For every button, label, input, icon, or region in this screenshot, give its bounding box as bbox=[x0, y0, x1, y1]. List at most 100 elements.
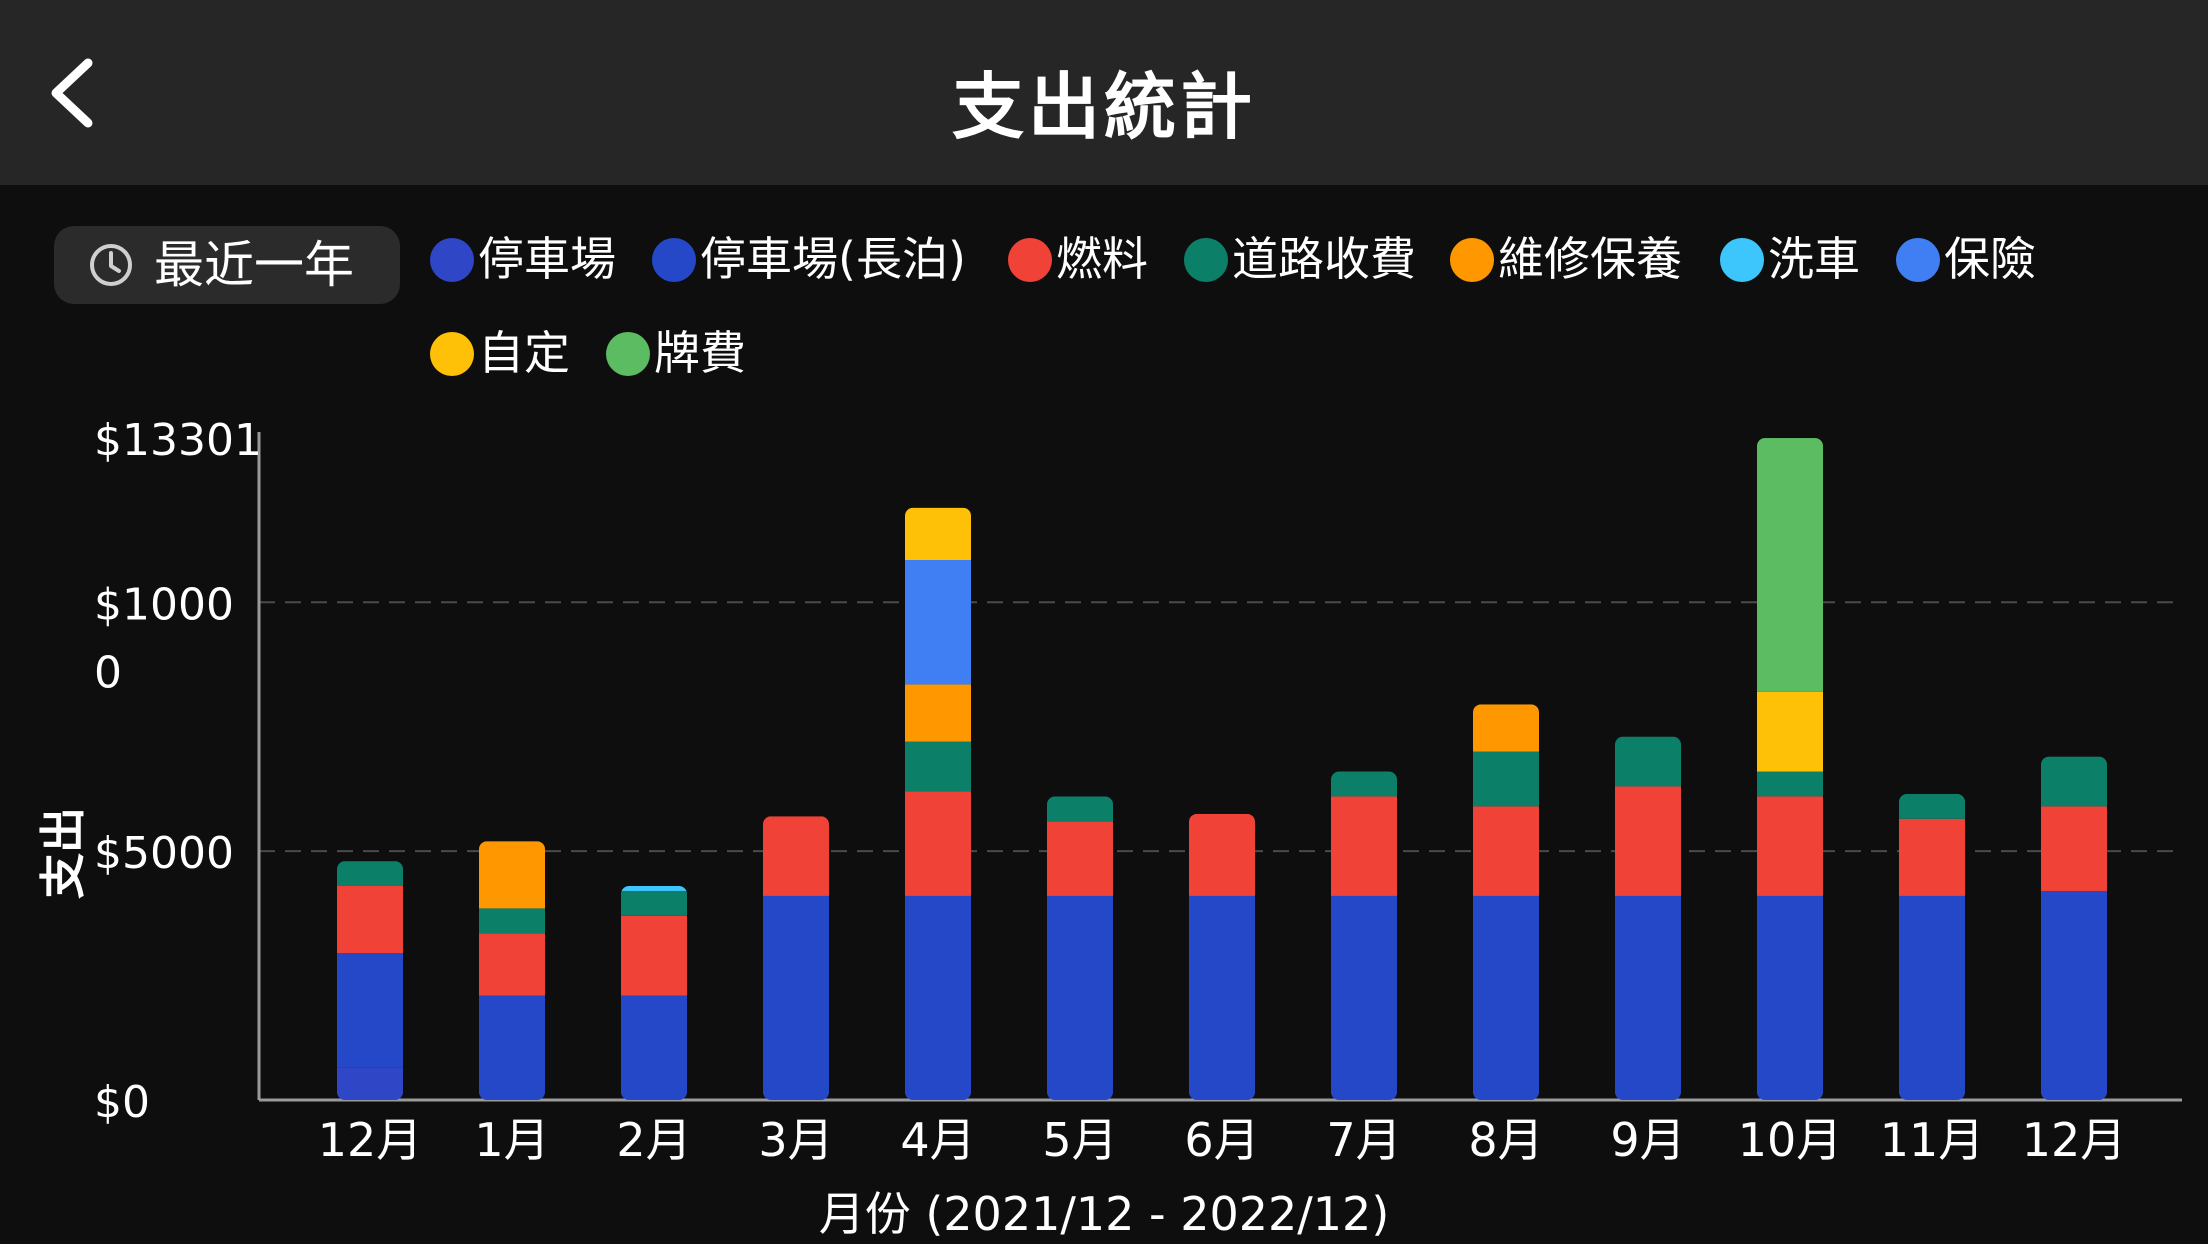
bar-segment bbox=[2041, 806, 2107, 891]
legend-color-dot bbox=[1184, 238, 1228, 282]
bar-segment bbox=[1331, 771, 1397, 797]
bar-segment bbox=[1757, 895, 1823, 1100]
bar-segment bbox=[1899, 793, 1965, 819]
legend-label: 牌費 bbox=[654, 326, 746, 380]
bar-segment bbox=[1473, 751, 1539, 807]
app-header: 支出統計 bbox=[0, 0, 2208, 185]
x-tick-label: 10月 bbox=[1738, 1113, 1843, 1167]
x-tick-label: 3月 bbox=[758, 1113, 833, 1167]
bar-segment bbox=[1757, 796, 1823, 896]
y-tick-label: $1000 0 bbox=[94, 579, 234, 698]
bar-stack bbox=[621, 885, 687, 1100]
time-range-label: 最近一年 bbox=[154, 236, 354, 294]
bar-stack bbox=[1473, 704, 1539, 1100]
x-tick-label: 6月 bbox=[1184, 1113, 1259, 1167]
bar-segment bbox=[763, 816, 829, 896]
bar-segment bbox=[337, 953, 403, 1068]
x-tick-label: 4月 bbox=[900, 1113, 975, 1167]
bar-segment bbox=[337, 861, 403, 886]
bar-segment bbox=[1615, 895, 1681, 1100]
x-tick-label: 5月 bbox=[1042, 1113, 1117, 1167]
bar-segment bbox=[1615, 786, 1681, 896]
bar-segment bbox=[1757, 438, 1823, 692]
bar-segment bbox=[1899, 895, 1965, 1100]
y-tick-label: $0 bbox=[94, 1077, 150, 1128]
legend-color-dot bbox=[1720, 238, 1764, 282]
y-axis-title: 支出 bbox=[36, 807, 90, 899]
bar-segment bbox=[1899, 818, 1965, 896]
bar-stack bbox=[1757, 438, 1823, 1100]
bar-segment bbox=[1473, 704, 1539, 752]
legend-label: 停車場(長泊) bbox=[700, 232, 966, 286]
x-tick-label: 2月 bbox=[616, 1113, 691, 1167]
legend-label: 停車場 bbox=[478, 232, 616, 286]
x-tick-label: 8月 bbox=[1468, 1113, 1543, 1167]
bar-segment bbox=[905, 741, 971, 792]
bar-stack bbox=[337, 861, 403, 1100]
bar-segment bbox=[1047, 821, 1113, 896]
bar-stack bbox=[1899, 793, 1965, 1100]
bar-segment bbox=[1047, 895, 1113, 1100]
bar-segment bbox=[479, 908, 545, 934]
bar-segment bbox=[905, 507, 971, 560]
bar-segment bbox=[2041, 890, 2107, 1100]
bar-segment bbox=[479, 995, 545, 1100]
bar-segment bbox=[1189, 813, 1255, 896]
bar-segment bbox=[763, 895, 829, 1100]
bar-segment bbox=[1473, 895, 1539, 1100]
legend-label: 自定 bbox=[478, 326, 570, 380]
legend-label: 燃料 bbox=[1056, 232, 1148, 286]
bar-segment bbox=[1189, 895, 1255, 1100]
bar-segment bbox=[2041, 756, 2107, 807]
legend-label: 道路收費 bbox=[1232, 232, 1416, 286]
bar-segment bbox=[479, 933, 545, 996]
legend-color-dot bbox=[652, 238, 696, 282]
bar-segment bbox=[905, 684, 971, 742]
bar-segment bbox=[621, 885, 687, 891]
y-tick-label: $5000 bbox=[94, 828, 234, 879]
y-tick-label: $13301 bbox=[94, 415, 262, 466]
legend-color-dot bbox=[430, 238, 474, 282]
bar-segment bbox=[1331, 796, 1397, 896]
legend-label: 維修保養 bbox=[1498, 232, 1682, 286]
x-tick-label: 9月 bbox=[1610, 1113, 1685, 1167]
bar-stack bbox=[2041, 756, 2107, 1100]
clock-icon bbox=[90, 244, 132, 286]
bar-segment bbox=[1615, 736, 1681, 787]
x-tick-label: 11月 bbox=[1880, 1113, 1985, 1167]
bar-stack bbox=[763, 816, 829, 1100]
legend-label: 洗車 bbox=[1768, 232, 1860, 286]
x-tick-label: 1月 bbox=[474, 1113, 549, 1167]
x-axis-title: 月份 (2021/12 - 2022/12) bbox=[818, 1187, 1390, 1241]
bar-segment bbox=[621, 915, 687, 996]
legend-color-dot bbox=[1450, 238, 1494, 282]
bar-segment bbox=[337, 885, 403, 954]
bar-stack bbox=[1189, 813, 1255, 1100]
bar-stack bbox=[1047, 796, 1113, 1100]
bar-segment bbox=[1331, 895, 1397, 1100]
legend-label: 保險 bbox=[1944, 232, 2036, 286]
x-tick-label: 12月 bbox=[2022, 1113, 2127, 1167]
bar-stack bbox=[479, 841, 545, 1100]
bar-stack bbox=[905, 507, 971, 1100]
x-tick-label: 12月 bbox=[318, 1113, 423, 1167]
bar-segment bbox=[905, 791, 971, 896]
bar-segment bbox=[1757, 771, 1823, 797]
x-tick-label: 7月 bbox=[1326, 1113, 1401, 1167]
legend-color-dot bbox=[606, 332, 650, 376]
bar-segment bbox=[1047, 796, 1113, 822]
bar-stack bbox=[1331, 771, 1397, 1100]
legend-color-dot bbox=[1896, 238, 1940, 282]
legend-color-dot bbox=[1008, 238, 1052, 282]
bar-stack bbox=[1615, 736, 1681, 1100]
bar-segment bbox=[1473, 806, 1539, 896]
bar-segment bbox=[621, 995, 687, 1100]
chevron-left-icon bbox=[51, 58, 93, 128]
time-range-button[interactable]: 最近一年 bbox=[54, 226, 400, 304]
bar-segment bbox=[337, 1067, 403, 1100]
bar-segment bbox=[621, 890, 687, 916]
legend-color-dot bbox=[430, 332, 474, 376]
page-title: 支出統計 bbox=[951, 65, 1256, 149]
back-button[interactable] bbox=[40, 45, 140, 145]
